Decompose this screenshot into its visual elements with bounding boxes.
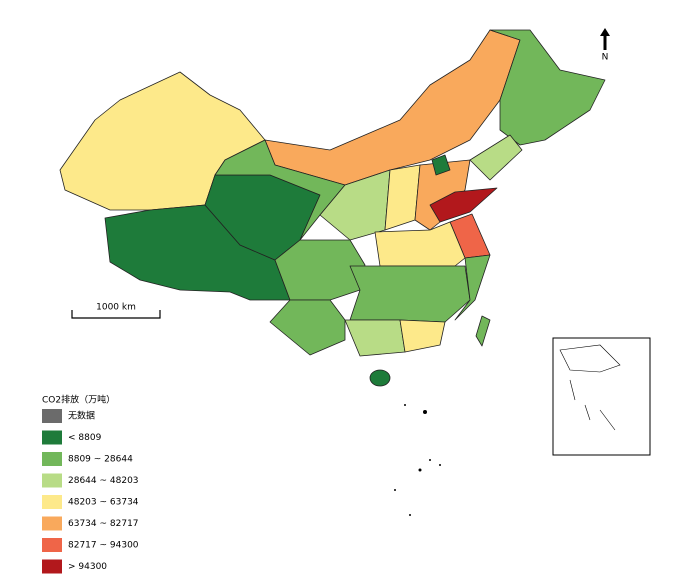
region bbox=[214, 139, 346, 241]
region bbox=[349, 265, 471, 323]
legend: 无数据 < 8809 8809 ~ 28644 28644 ~ 48203 48203 … bbox=[42, 409, 139, 574]
legend-label: 8809 ~ 28644 bbox=[68, 455, 133, 465]
north-label: N bbox=[602, 53, 609, 63]
region bbox=[475, 315, 491, 347]
legend-title: CO2排放（万吨） bbox=[42, 394, 115, 406]
region bbox=[319, 169, 391, 241]
north-arrow-head bbox=[600, 28, 610, 36]
legend-swatch bbox=[42, 409, 62, 423]
region bbox=[454, 254, 491, 321]
legend-swatch bbox=[42, 473, 62, 488]
legend-label: 28644 ~ 48203 bbox=[68, 476, 139, 486]
legend-label: 48203 ~ 63734 bbox=[68, 498, 139, 508]
region bbox=[344, 319, 406, 357]
region bbox=[369, 369, 391, 387]
legend-swatch bbox=[42, 538, 62, 552]
legend-swatch bbox=[42, 516, 62, 531]
islands bbox=[394, 404, 441, 516]
inset-map bbox=[559, 344, 621, 431]
legend-label: 63734 ~ 82717 bbox=[68, 519, 139, 529]
scale-label: 1000 km bbox=[96, 303, 136, 313]
legend-label: 无数据 bbox=[68, 410, 95, 422]
provinces bbox=[59, 29, 606, 387]
legend-swatch bbox=[42, 452, 62, 466]
region bbox=[469, 134, 523, 181]
region bbox=[269, 299, 346, 356]
region bbox=[431, 154, 451, 176]
region bbox=[429, 187, 498, 223]
scale-bar bbox=[71, 310, 161, 319]
legend-swatch bbox=[42, 495, 62, 509]
legend-swatch bbox=[42, 430, 62, 445]
legend-label: 82717 ~ 94300 bbox=[68, 541, 139, 551]
legend-label: > 94300 bbox=[68, 562, 107, 572]
legend-label: < 8809 bbox=[68, 433, 102, 443]
inset-frame bbox=[552, 337, 651, 456]
region bbox=[104, 204, 291, 301]
legend-swatch bbox=[42, 559, 62, 574]
region bbox=[489, 29, 606, 146]
region bbox=[399, 319, 446, 353]
